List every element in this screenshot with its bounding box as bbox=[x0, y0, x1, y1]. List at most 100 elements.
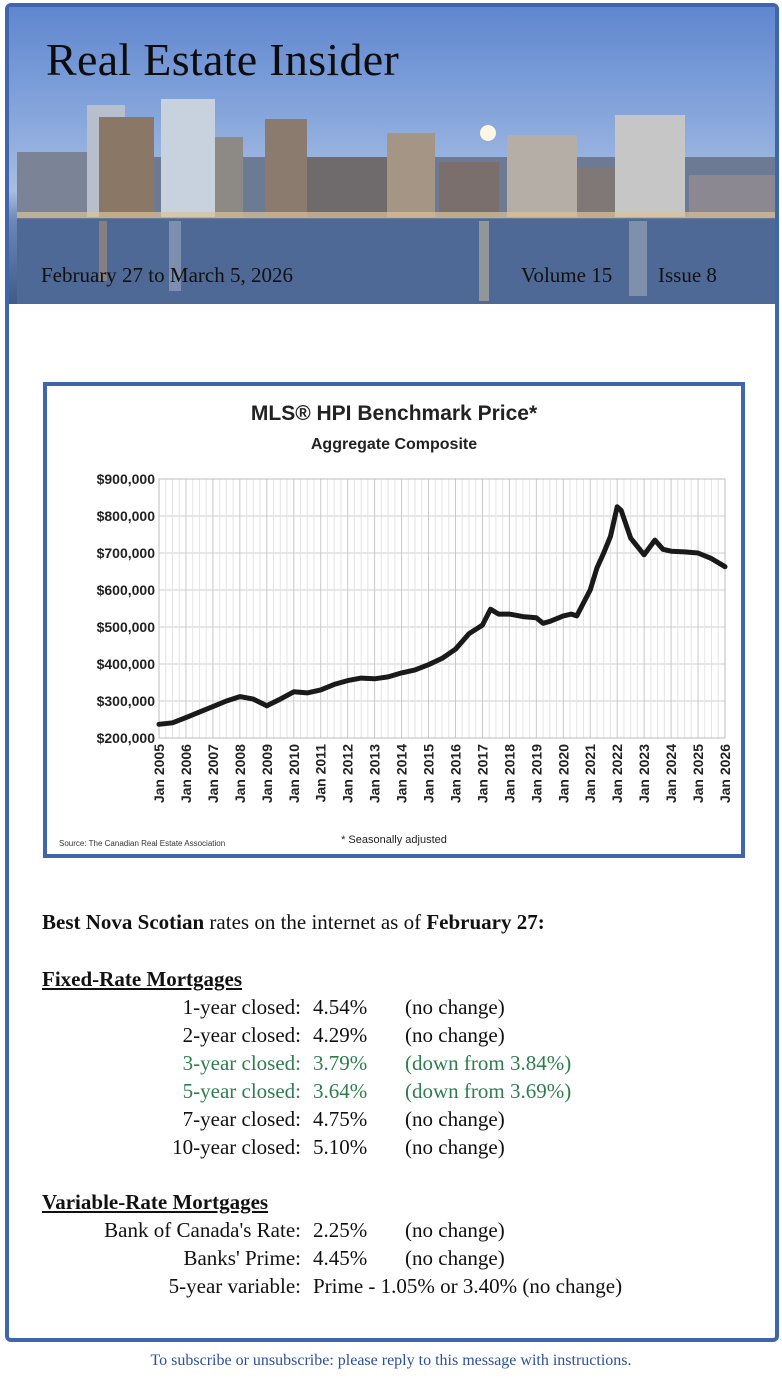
rate-value: 3.64% bbox=[313, 1079, 368, 1103]
x-tick-label: Jan 2021 bbox=[582, 744, 598, 803]
x-tick-label: Jan 2011 bbox=[313, 744, 329, 803]
rate-row: Banks' Prime: 4.45% (no change) bbox=[9, 1246, 769, 1274]
fixed-rate-heading: Fixed-Rate Mortgages bbox=[42, 967, 243, 991]
building-shape bbox=[507, 135, 577, 217]
rate-label: 7-year closed: bbox=[182, 1107, 301, 1131]
hpi-chart-svg: MLS® HPI Benchmark Price* Aggregate Comp… bbox=[59, 402, 733, 848]
newsletter-title: Real Estate Insider bbox=[46, 34, 400, 85]
hpi-chart: MLS® HPI Benchmark Price* Aggregate Comp… bbox=[43, 382, 745, 858]
y-tick-label: $800,000 bbox=[97, 508, 156, 524]
rate-label: 5-year closed: bbox=[182, 1079, 301, 1103]
rates-intro-bold-date: February 27: bbox=[426, 910, 545, 934]
moon-shape bbox=[480, 125, 496, 141]
rate-label: 10-year closed: bbox=[172, 1135, 301, 1159]
newsletter-frame: Real Estate Insider February 27 to March… bbox=[5, 3, 779, 1342]
rate-row: 5-year closed: 3.64% (down from 3.69%) bbox=[9, 1079, 769, 1107]
chart-footnote: * Seasonally adjusted bbox=[341, 834, 447, 846]
issue-date-range: February 27 to March 5, 2026 bbox=[41, 263, 293, 287]
rate-change: (no change) bbox=[405, 1246, 505, 1270]
chart-source: Source: The Canadian Real Estate Associa… bbox=[59, 839, 225, 848]
rate-label: Bank of Canada's Rate: bbox=[104, 1218, 301, 1242]
rate-value: 4.45% bbox=[313, 1246, 368, 1270]
y-tick-label: $300,000 bbox=[97, 693, 156, 709]
rate-value: 4.54% bbox=[313, 995, 368, 1019]
rate-label: Banks' Prime: bbox=[183, 1246, 301, 1270]
y-tick-label: $600,000 bbox=[97, 582, 156, 598]
x-tick-label: Jan 2026 bbox=[717, 744, 733, 803]
subscribe-footer: To subscribe or unsubscribe: please repl… bbox=[150, 1352, 632, 1369]
x-tick-label: Jan 2012 bbox=[340, 744, 356, 803]
rate-value: 3.79% bbox=[313, 1051, 368, 1075]
x-tick-label: Jan 2014 bbox=[394, 744, 410, 803]
x-tick-label: Jan 2017 bbox=[474, 744, 490, 803]
building-shape bbox=[215, 137, 243, 217]
y-tick-label: $700,000 bbox=[97, 545, 156, 561]
rate-row: 3-year closed: 3.79% (down from 3.84%) bbox=[9, 1051, 769, 1079]
rate-value: 4.75% bbox=[313, 1107, 368, 1131]
x-tick-label: Jan 2023 bbox=[636, 744, 652, 803]
building-shape bbox=[615, 115, 685, 217]
building-shape bbox=[265, 119, 307, 217]
rate-row: 10-year closed: 5.10% (no change) bbox=[9, 1135, 769, 1163]
building-shape bbox=[689, 175, 775, 217]
rate-row: Bank of Canada's Rate: 2.25% (no change) bbox=[9, 1218, 769, 1246]
building-shape bbox=[387, 133, 435, 217]
rate-label: 3-year closed: bbox=[182, 1051, 301, 1075]
issue-volume: Volume 15 bbox=[521, 263, 613, 287]
x-tick-label: Jan 2018 bbox=[501, 744, 517, 803]
rates-intro: Best Nova Scotian rates on the internet … bbox=[42, 910, 545, 935]
rate-row: 7-year closed: 4.75% (no change) bbox=[9, 1107, 769, 1135]
y-tick-label: $900,000 bbox=[97, 471, 156, 487]
building-shape bbox=[99, 117, 154, 217]
y-tick-label: $400,000 bbox=[97, 656, 156, 672]
reflection-shape bbox=[629, 221, 647, 296]
rate-value: 2.25% bbox=[313, 1218, 368, 1242]
rate-change: (no change) bbox=[405, 1107, 505, 1131]
rate-change: (no change) bbox=[405, 1218, 505, 1242]
rate-value: Prime - 1.05% or 3.40% (no change) bbox=[313, 1274, 623, 1298]
rate-change: (no change) bbox=[405, 995, 505, 1019]
rate-value: 4.29% bbox=[313, 1023, 368, 1047]
issue-number: Issue 8 bbox=[658, 263, 717, 287]
y-tick-label: $200,000 bbox=[97, 730, 156, 746]
variable-rate-heading: Variable-Rate Mortgages bbox=[42, 1190, 269, 1214]
x-tick-label: Jan 2015 bbox=[421, 744, 437, 803]
rate-change: (no change) bbox=[405, 1023, 505, 1047]
reflection-shape bbox=[169, 221, 181, 291]
rate-label: 5-year variable: bbox=[168, 1274, 301, 1298]
rate-row: 1-year closed: 4.54% (no change) bbox=[9, 995, 769, 1023]
x-tick-label: Jan 2019 bbox=[528, 744, 544, 803]
building-shape bbox=[161, 99, 215, 217]
reflection-shape bbox=[99, 221, 107, 281]
x-tick-label: Jan 2025 bbox=[690, 744, 706, 803]
rates-intro-bold-region: Best Nova Scotian bbox=[42, 910, 205, 934]
chart-title: MLS® HPI Benchmark Price* bbox=[251, 402, 538, 425]
x-tick-label: Jan 2010 bbox=[286, 744, 302, 803]
rate-row: 5-year variable: Prime - 1.05% or 3.40% (… bbox=[9, 1274, 769, 1302]
rate-label: 1-year closed: bbox=[182, 995, 301, 1019]
reflection-shape bbox=[479, 221, 489, 301]
x-tick-label: Jan 2009 bbox=[259, 744, 275, 803]
city-skyline-image bbox=[17, 99, 775, 304]
plot-border bbox=[158, 478, 726, 739]
x-tick-label: Jan 2020 bbox=[555, 744, 571, 803]
rate-label: 2-year closed: bbox=[182, 1023, 301, 1047]
series-line bbox=[156, 504, 728, 727]
rate-change: (no change) bbox=[405, 1135, 505, 1159]
x-tick-label: Jan 2016 bbox=[447, 744, 463, 803]
rate-row: 2-year closed: 4.29% (no change) bbox=[9, 1023, 769, 1051]
x-tick-label: Jan 2008 bbox=[232, 744, 248, 803]
rates-intro-text: rates on the internet as of bbox=[204, 910, 427, 934]
x-tick-label: Jan 2006 bbox=[178, 744, 194, 803]
chart-subtitle: Aggregate Composite bbox=[311, 436, 477, 453]
rate-change: (down from 3.84%) bbox=[405, 1051, 572, 1075]
x-tick-label: Jan 2022 bbox=[609, 744, 625, 803]
x-tick-label: Jan 2013 bbox=[367, 744, 383, 803]
rate-value: 5.10% bbox=[313, 1135, 368, 1159]
y-tick-label: $500,000 bbox=[97, 619, 156, 635]
building-shape bbox=[307, 157, 387, 217]
building-shape bbox=[439, 162, 499, 217]
header-banner: Real Estate Insider February 27 to March… bbox=[9, 7, 775, 304]
building-shape bbox=[577, 167, 617, 217]
harbour-water bbox=[17, 219, 775, 304]
